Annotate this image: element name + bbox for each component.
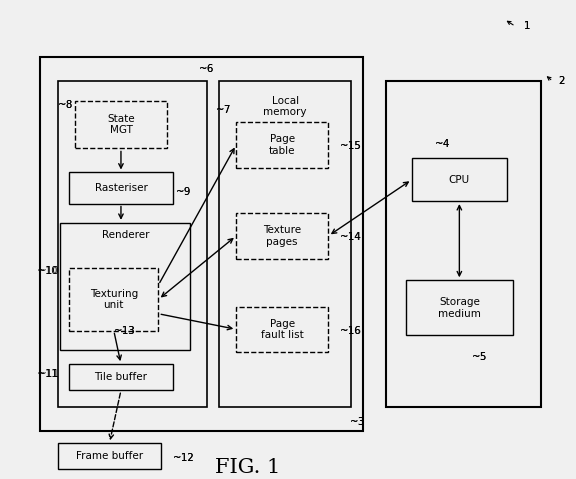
Text: ~7: ~7 (216, 105, 230, 115)
Text: 1: 1 (524, 22, 531, 31)
Text: ~10: ~10 (37, 266, 59, 275)
Text: Frame buffer: Frame buffer (76, 451, 143, 461)
Bar (69, 364, 173, 390)
Text: ~8: ~8 (58, 101, 73, 110)
Text: ~13: ~13 (114, 326, 136, 335)
Bar (236, 307, 328, 352)
Text: ~13: ~13 (114, 326, 134, 335)
Text: ~9: ~9 (176, 187, 191, 196)
Text: ~12: ~12 (173, 454, 194, 463)
Bar (40, 57, 363, 431)
Text: ~16: ~16 (340, 326, 360, 335)
Text: ~15: ~15 (340, 141, 362, 151)
Bar (236, 122, 328, 168)
Text: ~7: ~7 (216, 105, 232, 115)
Text: 2: 2 (559, 77, 565, 86)
Bar (219, 81, 351, 407)
Text: ~9: ~9 (176, 187, 190, 196)
Text: ~3: ~3 (350, 417, 366, 426)
Text: ~10: ~10 (37, 266, 58, 275)
Text: Page
fault list: Page fault list (261, 319, 304, 340)
Text: Renderer: Renderer (101, 230, 149, 240)
Text: ~16: ~16 (340, 326, 362, 335)
Text: ~8: ~8 (58, 101, 72, 110)
Text: ~3: ~3 (350, 417, 365, 426)
Bar (60, 223, 190, 350)
Bar (75, 101, 167, 148)
Text: ~14: ~14 (340, 232, 362, 242)
Text: Page
table: Page table (269, 134, 295, 156)
Text: ~4: ~4 (435, 139, 450, 148)
Text: Storage
medium: Storage medium (438, 297, 481, 319)
Text: FIG. 1: FIG. 1 (215, 457, 281, 477)
Text: ~11: ~11 (37, 369, 59, 378)
Text: ~4: ~4 (435, 139, 449, 148)
Text: Rasteriser: Rasteriser (94, 183, 147, 193)
Bar (406, 280, 513, 335)
Bar (58, 443, 161, 469)
Text: ~5: ~5 (472, 352, 488, 362)
Text: ~6: ~6 (199, 65, 213, 74)
Text: Local
memory: Local memory (263, 96, 307, 117)
Text: ~15: ~15 (340, 141, 361, 151)
Text: Tile buffer: Tile buffer (94, 372, 147, 382)
Text: Texture
pages: Texture pages (263, 225, 301, 247)
Text: State
MGT: State MGT (107, 114, 135, 136)
Text: ~11: ~11 (37, 369, 58, 378)
Bar (58, 81, 207, 407)
Bar (69, 172, 173, 204)
Bar (412, 158, 507, 201)
Text: ~12: ~12 (173, 454, 195, 463)
Text: 2: 2 (559, 77, 566, 86)
Text: CPU: CPU (449, 175, 470, 184)
Text: ~6: ~6 (199, 65, 214, 74)
Text: 1: 1 (524, 22, 530, 31)
Bar (69, 268, 158, 331)
Bar (236, 213, 328, 259)
Text: Texturing
unit: Texturing unit (90, 288, 138, 310)
Bar (386, 81, 541, 407)
Text: ~5: ~5 (472, 352, 487, 362)
Text: ~14: ~14 (340, 232, 360, 242)
